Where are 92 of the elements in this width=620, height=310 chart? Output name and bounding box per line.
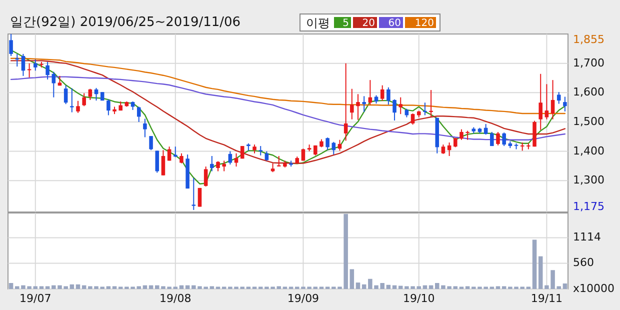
candlestick	[9, 34, 13, 56]
x-tick-label: 19/07	[20, 292, 52, 305]
candlestick	[556, 92, 561, 104]
bar	[76, 284, 80, 289]
x-tick-label: 19/09	[287, 292, 320, 305]
candlestick	[550, 80, 555, 120]
candlestick	[27, 62, 32, 78]
bar	[70, 284, 74, 289]
bar	[33, 286, 38, 289]
y-tick-label: 560	[573, 256, 594, 270]
candlestick	[34, 59, 38, 72]
candlestick	[149, 136, 153, 151]
candlestick	[52, 71, 56, 98]
candlestick	[82, 92, 86, 107]
candlestick	[46, 61, 50, 80]
bar	[386, 284, 391, 289]
text: 20	[362, 18, 375, 30]
bar	[112, 286, 117, 289]
candlestick	[210, 155, 214, 172]
candlestick	[410, 112, 415, 126]
candlestick	[76, 100, 80, 114]
x-tick-label: 19/08	[160, 292, 192, 305]
candlestick	[380, 84, 384, 102]
candlestick	[155, 150, 160, 174]
chart-title: 일간(92일) 2019/06/25~2019/11/06	[10, 15, 241, 30]
y-tick-label: x10000	[573, 282, 615, 296]
candlestick	[544, 84, 549, 120]
candlestick	[258, 146, 262, 156]
candlestick	[180, 152, 184, 164]
bar	[538, 256, 543, 289]
candlestick	[538, 73, 542, 130]
bar	[362, 284, 366, 289]
candlestick	[106, 98, 110, 116]
candlestick	[64, 84, 68, 105]
candlestick	[216, 160, 220, 172]
candlestick	[454, 138, 458, 148]
candlestick	[204, 166, 208, 187]
candlestick	[496, 131, 500, 146]
bar	[465, 286, 470, 289]
candlestick	[88, 88, 92, 100]
candlestick	[563, 96, 567, 112]
candlestick	[392, 98, 396, 122]
bar	[356, 282, 360, 289]
bar	[45, 286, 50, 289]
text: 120	[414, 18, 434, 30]
y-tick-label: 1,300	[573, 174, 604, 187]
candlestick	[356, 94, 360, 120]
text: 60	[388, 18, 401, 30]
candlestick	[466, 130, 470, 140]
candlestick	[301, 148, 306, 162]
bar	[532, 240, 537, 289]
candlestick	[21, 53, 26, 76]
candlestick	[136, 106, 141, 122]
bar	[562, 283, 568, 289]
candlestick	[460, 128, 464, 140]
bar	[502, 286, 506, 289]
candlestick	[167, 146, 172, 162]
bar	[496, 286, 500, 289]
text: 1,855	[573, 33, 604, 46]
candlestick	[276, 155, 281, 168]
y-tick-label: 1114	[573, 230, 601, 244]
candlestick	[386, 86, 390, 106]
bar	[210, 286, 214, 289]
bar	[350, 269, 354, 289]
candlestick	[502, 132, 506, 147]
bar	[453, 286, 458, 289]
x-tick-label: 19/10	[403, 292, 435, 305]
candlestick	[362, 96, 366, 113]
candlestick	[240, 146, 244, 160]
candlestick	[484, 124, 488, 136]
candlestick	[222, 160, 226, 172]
text: 1,175	[573, 200, 604, 214]
candlestick	[70, 88, 74, 113]
candlestick	[398, 96, 402, 115]
candlestick	[490, 131, 494, 147]
bar	[8, 283, 14, 289]
y-tick-label: 1,700	[573, 56, 604, 70]
legend-title: 이평	[306, 16, 330, 30]
candlestick	[143, 118, 147, 138]
candlestick	[441, 144, 446, 154]
y-tick-label: 1,400	[573, 144, 604, 158]
x-tick-label: 19/11	[530, 292, 563, 305]
candlestick	[326, 137, 330, 151]
candlestick	[344, 62, 348, 142]
y-tick-label: 1,600	[573, 86, 604, 99]
candlestick	[350, 88, 354, 120]
y-tick-label: 1,500	[573, 114, 604, 128]
candlestick	[192, 177, 196, 210]
bar	[106, 286, 111, 289]
bar	[39, 286, 44, 289]
candlestick	[161, 150, 166, 176]
text: 5	[342, 18, 349, 30]
